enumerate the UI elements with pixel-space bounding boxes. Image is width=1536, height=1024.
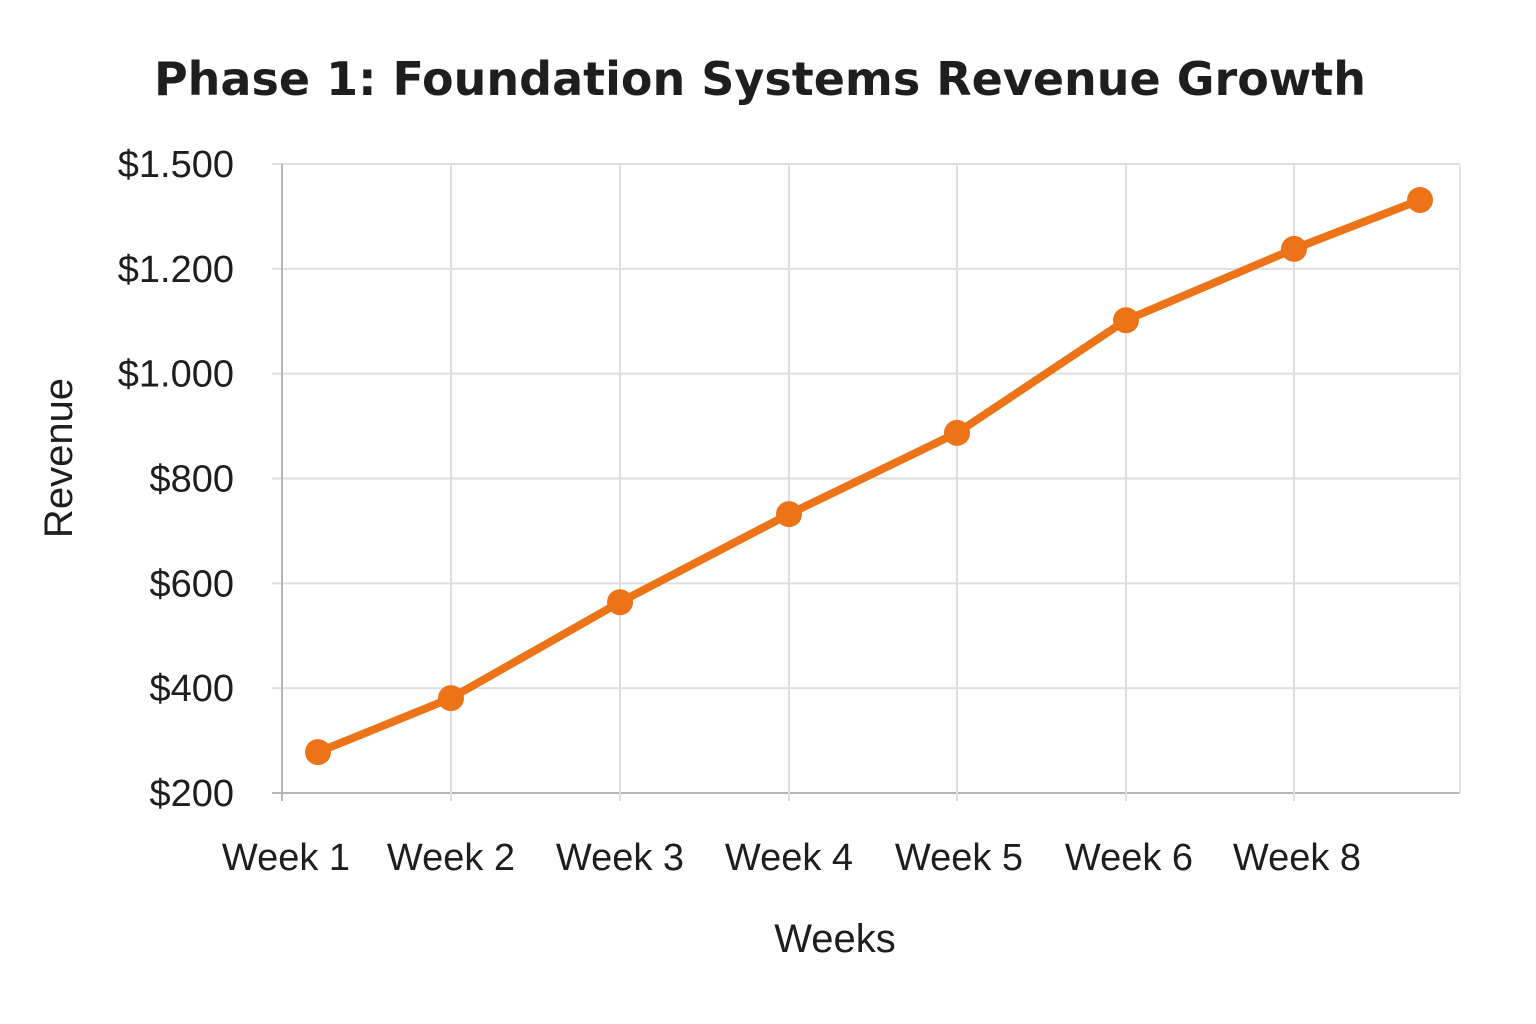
x-tick-label: Week 2 xyxy=(387,837,515,879)
y-axis-ticks: $200 $400 $600 $800 $1.000 $1.200 $1.500 xyxy=(118,144,234,815)
data-point xyxy=(944,419,970,446)
x-tick-label: Week 5 xyxy=(895,837,1023,879)
data-point xyxy=(1113,307,1139,334)
y-tick-label: $1.500 xyxy=(118,144,234,186)
data-point xyxy=(438,685,464,712)
y-axis-label: Revenue xyxy=(37,378,81,538)
x-tick-label: Week 4 xyxy=(725,837,853,879)
y-tick-label: $600 xyxy=(149,563,234,605)
x-tick-label: Week 1 xyxy=(222,837,350,879)
grid xyxy=(272,163,1461,801)
series-line xyxy=(314,195,1424,757)
data-point xyxy=(1281,235,1307,262)
x-tick-label: Week 3 xyxy=(556,837,684,879)
x-axis-ticks: Week 1 Week 2 Week 3 Week 4 Week 5 Week 6 Week… xyxy=(222,837,1361,879)
x-tick-label: Week 6 xyxy=(1065,837,1193,879)
chart-title: Phase 1: Foundation Systems Revenue Grow… xyxy=(154,52,1366,106)
y-tick-label: $200 xyxy=(149,773,234,815)
series xyxy=(305,186,1433,766)
data-point xyxy=(607,589,633,616)
data-point xyxy=(1407,186,1433,213)
data-point xyxy=(305,739,331,766)
data-point xyxy=(776,501,802,528)
x-tick-label: Week 8 xyxy=(1233,837,1361,879)
y-tick-label: $400 xyxy=(149,668,234,710)
y-tick-label: $1.000 xyxy=(118,354,234,396)
y-tick-label: $800 xyxy=(149,459,234,501)
x-axis-label: Weeks xyxy=(774,917,896,961)
y-tick-label: $1.200 xyxy=(118,249,234,291)
